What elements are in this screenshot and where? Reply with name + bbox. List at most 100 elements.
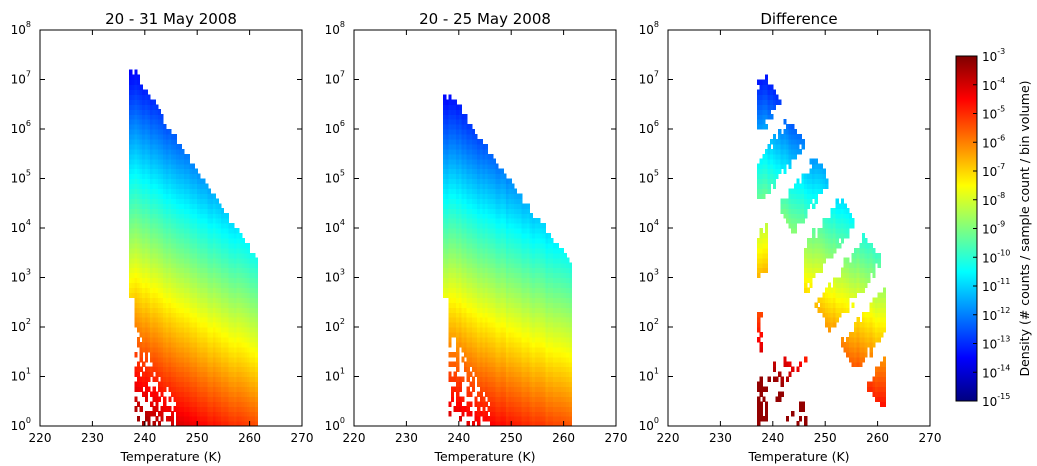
heatmap-cell <box>487 371 491 378</box>
heatmap-cell <box>173 188 177 194</box>
heatmap-cell <box>139 109 143 115</box>
heatmap-cell <box>168 307 172 313</box>
heatmap-cell <box>163 143 167 150</box>
heatmap-cell <box>142 336 146 343</box>
heatmap-cell <box>147 124 151 130</box>
heatmap-cell <box>142 143 146 150</box>
heatmap-cell <box>471 312 476 318</box>
heatmap-cell <box>202 208 206 214</box>
heatmap-cell <box>142 267 146 274</box>
heatmap-cell <box>560 267 565 274</box>
heatmap-cell <box>254 277 259 284</box>
heatmap-cell <box>500 371 504 378</box>
heatmap-cell <box>191 376 196 383</box>
heatmap-cell <box>202 188 206 194</box>
heatmap-cell <box>479 148 483 155</box>
heatmap-cell <box>212 257 217 264</box>
heatmap-cell <box>252 307 256 313</box>
heatmap-cell <box>469 218 473 224</box>
heatmap-cell <box>526 297 531 303</box>
heatmap-cell <box>532 242 536 249</box>
heatmap-cell <box>205 386 209 392</box>
heatmap-cell <box>563 277 567 284</box>
heatmap-cell <box>157 133 162 140</box>
heatmap-cell <box>443 193 447 199</box>
heatmap-cell <box>495 282 499 288</box>
heatmap-cell <box>566 391 570 397</box>
heatmap-cell <box>184 317 188 323</box>
heatmap-cell <box>474 252 478 259</box>
heatmap-cell <box>150 109 154 115</box>
heatmap-cell <box>477 223 481 229</box>
heatmap-cell <box>173 341 177 348</box>
heatmap-cell <box>759 386 763 392</box>
heatmap-cell <box>458 198 463 204</box>
heatmap-cell <box>461 232 465 239</box>
heatmap-cell <box>458 381 463 387</box>
heatmap-cell <box>445 183 449 189</box>
heatmap-cell <box>524 267 528 274</box>
heatmap-cell <box>453 267 457 274</box>
heatmap-cell <box>226 213 230 219</box>
heatmap-cell <box>519 341 523 348</box>
x-tick-label: 240 <box>447 431 470 445</box>
heatmap-cell <box>503 208 507 214</box>
heatmap-cell <box>249 312 253 318</box>
heatmap-cell <box>759 416 763 422</box>
heatmap-cell <box>207 203 211 209</box>
heatmap-cell <box>445 282 449 288</box>
heatmap-cell <box>244 302 248 308</box>
heatmap-cell <box>453 292 457 298</box>
heatmap-cell <box>176 242 180 249</box>
heatmap-cell <box>163 124 167 130</box>
heatmap-cell <box>171 232 175 239</box>
heatmap-cell <box>199 346 204 353</box>
heatmap-cell <box>466 208 470 214</box>
heatmap-cell <box>519 252 523 259</box>
heatmap-cell <box>136 282 141 288</box>
heatmap-cell <box>542 411 546 417</box>
heatmap-cell <box>537 346 541 353</box>
heatmap-cell <box>136 74 141 81</box>
heatmap-cell <box>142 341 146 348</box>
heatmap-cell <box>184 242 188 249</box>
heatmap-cell <box>764 158 769 165</box>
heatmap-cell <box>228 327 232 333</box>
heatmap-cell <box>487 282 491 288</box>
heatmap-cell <box>469 317 473 323</box>
heatmap-cell <box>555 322 559 328</box>
heatmap-cell <box>168 361 172 368</box>
heatmap-cell <box>503 371 507 378</box>
heatmap-cell <box>466 376 470 383</box>
heatmap-cell <box>448 262 452 269</box>
heatmap-cell <box>547 386 552 392</box>
heatmap-cell <box>485 376 489 383</box>
heatmap-cell <box>534 322 538 328</box>
heatmap-cell <box>150 208 154 214</box>
heatmap-cell <box>202 322 206 328</box>
heatmap-cell <box>220 361 224 368</box>
heatmap-cell <box>152 366 156 373</box>
heatmap-cell <box>443 114 447 120</box>
heatmap-cell <box>492 262 497 269</box>
heatmap-cell <box>173 346 177 353</box>
heatmap-cell <box>479 173 483 180</box>
heatmap-cell <box>521 317 525 323</box>
heatmap-cell <box>461 153 465 160</box>
heatmap-cell <box>181 237 185 244</box>
heatmap-cell <box>469 247 473 254</box>
heatmap-cell <box>485 292 489 298</box>
heatmap-cell <box>139 307 143 313</box>
heatmap-cell <box>181 287 185 293</box>
heatmap-cell <box>160 208 164 214</box>
heatmap-cell <box>165 218 169 224</box>
heatmap-cell <box>503 411 507 417</box>
heatmap-cell <box>532 247 536 254</box>
heatmap-cell <box>458 203 463 209</box>
heatmap-cell <box>231 401 235 407</box>
heatmap-cell <box>513 396 518 402</box>
heatmap-cell <box>165 232 169 239</box>
heatmap-cell <box>218 257 222 264</box>
heatmap-cell <box>534 351 538 358</box>
heatmap-cell <box>155 143 159 150</box>
